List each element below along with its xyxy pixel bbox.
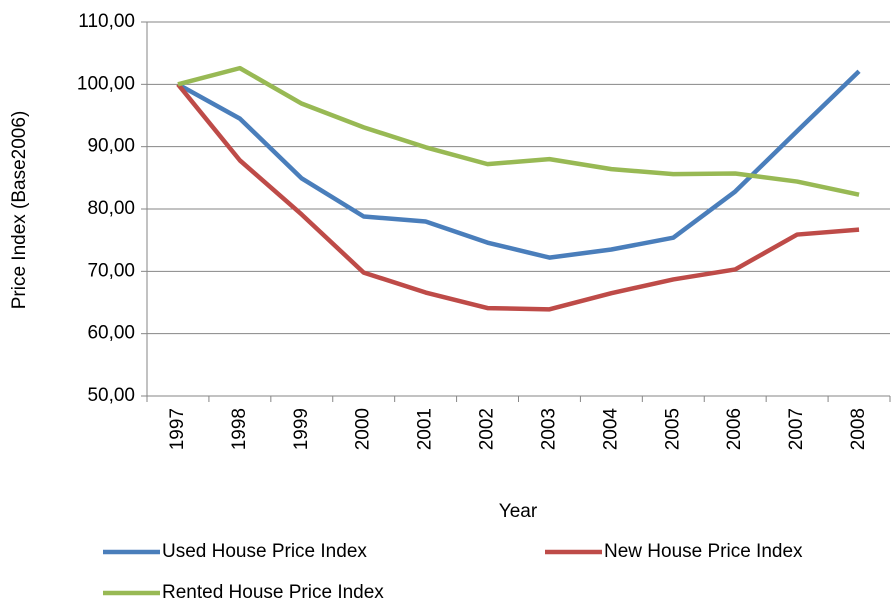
x-tick-label: 2000 <box>353 408 374 450</box>
legend-label: Rented House Price Index <box>162 582 384 603</box>
x-tick-label: 2008 <box>848 408 869 450</box>
x-tick-label: 2002 <box>477 408 498 450</box>
y-tick-label: 60,00 <box>87 323 135 344</box>
y-tick-label: 80,00 <box>87 198 135 219</box>
x-tick-label: 2004 <box>600 408 621 451</box>
data-line <box>176 82 860 312</box>
x-tick-label: 2006 <box>724 408 745 450</box>
legend-label: Used House Price Index <box>162 541 367 562</box>
x-tick-label: 1997 <box>167 408 188 450</box>
data-line <box>176 69 861 260</box>
y-tick-label: 70,00 <box>87 260 135 281</box>
x-tick-label: 2007 <box>786 408 807 450</box>
y-tick-label: 50,00 <box>87 385 135 406</box>
data-line <box>177 65 860 197</box>
y-tick-label: 110,00 <box>78 11 135 32</box>
x-tick-label: 1999 <box>291 408 312 450</box>
legend-label: New House Price Index <box>604 541 803 562</box>
x-tick-label: 2005 <box>662 408 683 450</box>
y-tick-label: 90,00 <box>87 136 135 157</box>
x-tick-label: 2001 <box>415 408 436 450</box>
y-tick-label: 100,00 <box>77 73 135 94</box>
x-axis-title: Year <box>499 501 538 522</box>
x-tick-label: 2003 <box>538 408 559 450</box>
x-tick-label: 1998 <box>229 408 250 450</box>
y-axis-title: Price Index (Base2006) <box>9 111 30 310</box>
